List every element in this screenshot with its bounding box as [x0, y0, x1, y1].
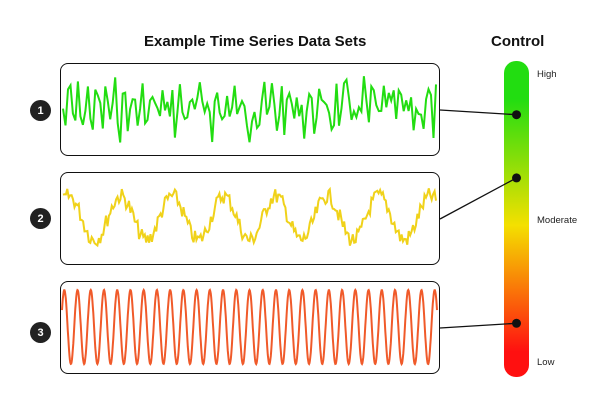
- diagram-title: Example Time Series Data Sets: [144, 33, 367, 50]
- control-title: Control: [491, 33, 545, 50]
- gauge-label-low: Low: [537, 357, 555, 368]
- series-2-line: [62, 186, 437, 248]
- series-3-plot: [61, 287, 438, 367]
- connector-line-1: [439, 109, 517, 116]
- series-3-line: [61, 287, 438, 367]
- series-panel-3: [60, 281, 440, 374]
- connector-line-3: [439, 322, 517, 329]
- series-panel-2: [60, 172, 440, 265]
- series-panel-1: [60, 63, 440, 156]
- connector-line-2: [439, 177, 517, 220]
- gauge-label-moderate: Moderate: [537, 215, 578, 226]
- gauge-label-high: High: [537, 69, 557, 80]
- series-badge-1: 1: [30, 100, 51, 121]
- gauge-marker-3: [512, 318, 521, 328]
- series-1-line: [62, 76, 437, 143]
- series-2-plot: [62, 186, 437, 248]
- gauge-marker-2: [512, 173, 521, 183]
- series-badge-2: 2: [30, 208, 51, 229]
- series-badge-3: 3: [30, 322, 51, 343]
- gauge-marker-1: [512, 110, 521, 120]
- series-1-plot: [62, 76, 437, 143]
